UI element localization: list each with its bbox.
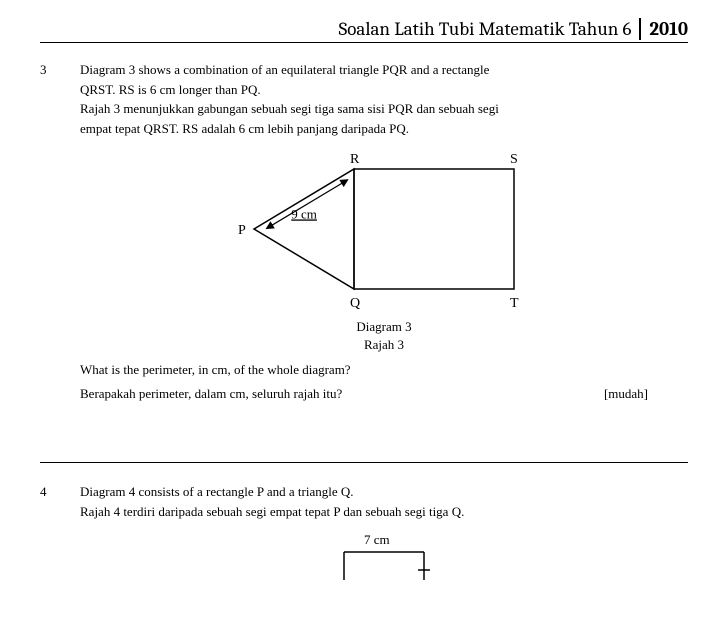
diagram-3: 9 cm R S P Q T Diagram 3 Rajah 3 [80, 149, 688, 353]
q3-text-ms-line1: Rajah 3 menunjukkan gabungan sebuah segi… [80, 100, 688, 118]
q4-text-en: Diagram 4 consists of a rectangle P and … [80, 483, 688, 501]
diagram-3-caption-ms: Rajah 3 [80, 336, 688, 354]
question-body: Diagram 3 shows a combination of an equi… [80, 61, 688, 402]
svg-text:9 cm: 9 cm [291, 207, 317, 222]
header-title: Soalan Latih Tubi Matematik Tahun 6 [339, 18, 640, 40]
svg-text:Q: Q [350, 296, 360, 311]
q4-text-ms: Rajah 4 terdiri daripada sebuah segi emp… [80, 503, 688, 521]
page-header: Soalan Latih Tubi Matematik Tahun 6 2010 [40, 18, 688, 43]
diagram-4-svg: 7 cm [284, 530, 484, 580]
diagram-4: 7 cm [80, 530, 688, 580]
diagram-3-caption-en: Diagram 3 [80, 318, 688, 336]
svg-text:R: R [350, 152, 360, 167]
divider [40, 462, 688, 463]
header-year: 2010 [639, 18, 688, 40]
q3-text-en-line1: Diagram 3 shows a combination of an equi… [80, 61, 688, 79]
q3-text-ms-line2: empat tepat QRST. RS adalah 6 cm lebih p… [80, 120, 688, 138]
q3-ask-en: What is the perimeter, in cm, of the who… [80, 361, 688, 379]
svg-text:T: T [510, 296, 519, 311]
question-number: 4 [40, 483, 80, 588]
q3-text-en-line2: QRST. RS is 6 cm longer than PQ. [80, 81, 688, 99]
diagram-3-svg: 9 cm R S P Q T [194, 149, 574, 314]
svg-text:7 cm: 7 cm [364, 532, 390, 547]
question-number: 3 [40, 61, 80, 402]
question-3: 3 Diagram 3 shows a combination of an eq… [40, 61, 688, 402]
question-4: 4 Diagram 4 consists of a rectangle P an… [40, 483, 688, 588]
q3-ask-ms: Berapakah perimeter, dalam cm, seluruh r… [80, 385, 342, 403]
svg-text:S: S [510, 152, 518, 167]
q3-difficulty: [mudah] [604, 385, 688, 403]
svg-text:P: P [238, 223, 246, 238]
question-body: Diagram 4 consists of a rectangle P and … [80, 483, 688, 588]
